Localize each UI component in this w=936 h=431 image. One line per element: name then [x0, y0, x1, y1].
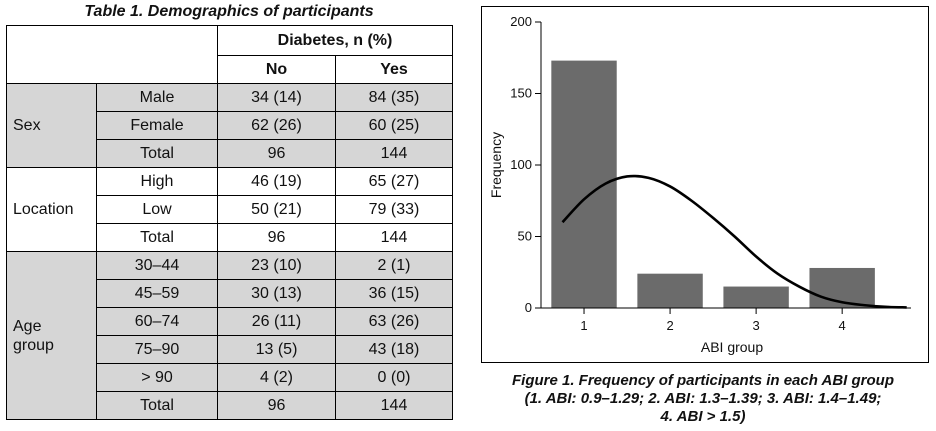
yes-header: Yes: [335, 55, 453, 84]
x-tick-label: 4: [839, 318, 846, 333]
demographics-table: Diabetes, n (%) No Yes Sex Male 34 (14) …: [6, 25, 453, 420]
y-tick-label: 200: [510, 14, 532, 29]
bar-2: [637, 273, 703, 308]
cell-no: 96: [217, 139, 336, 168]
cell-no: 23 (10): [217, 251, 336, 280]
table-row: Female 62 (26) 60 (25): [7, 111, 453, 140]
cell-yes: 36 (15): [335, 279, 453, 308]
row-label: Male: [96, 83, 218, 112]
cell-yes: 2 (1): [335, 251, 453, 280]
figure-frame: [481, 6, 929, 363]
cell-yes: 144: [335, 139, 453, 168]
y-tick-label: 50: [518, 229, 532, 244]
table-row: Location High 46 (19) 65 (27): [6, 167, 453, 252]
figure-caption: Figure 1. Frequency of participants in e…: [470, 372, 936, 426]
figure-caption-line2: (1. ABI: 0.9–1.29; 2. ABI: 1.3–1.39; 3. …: [524, 390, 882, 407]
row-label: 30–44: [96, 251, 218, 280]
cell-no: 62 (26): [217, 111, 336, 140]
figure-caption-line3: 4. ABI > 1.5): [660, 408, 746, 425]
group-label-age-line1: Age: [13, 317, 42, 335]
cell-yes: 144: [335, 223, 453, 252]
no-header: No: [217, 55, 336, 84]
group-label-age: Age group: [6, 251, 97, 420]
cell-yes: 65 (27): [335, 167, 453, 196]
row-label: Total: [96, 391, 218, 420]
table-row: > 90 4 (2) 0 (0): [7, 363, 453, 392]
cell-no: 34 (14): [217, 83, 336, 112]
cell-no: 96: [217, 391, 336, 420]
row-label: 60–74: [96, 307, 218, 336]
normal-curve: [561, 174, 907, 309]
abi-frequency-chart: 0 50 100 150 200 1 2 3 4 ABI group Frequency: [488, 14, 911, 355]
table-title: Table 1. Demographics of participants: [84, 3, 374, 20]
cell-yes: 84 (35): [335, 83, 453, 112]
cell-no: 96: [217, 223, 336, 252]
cell-no: 13 (5): [217, 335, 336, 364]
table-row: 45–59 30 (13) 36 (15): [7, 279, 453, 308]
table-row: Age group 30–44 23 (10) 2 (1): [6, 251, 453, 420]
table-corner-cell: [6, 25, 218, 84]
x-tick-label: 2: [666, 318, 673, 333]
figure-caption-line1: Figure 1. Frequency of participants in e…: [511, 372, 894, 389]
cell-yes: 63 (26): [335, 307, 453, 336]
group-label-sex: Sex: [6, 83, 97, 168]
x-axis-label: ABI group: [701, 339, 763, 355]
cell-no: 30 (13): [217, 279, 336, 308]
row-label: 75–90: [96, 335, 218, 364]
curve-layer: [561, 174, 907, 309]
table-row: Total 96 144: [7, 391, 453, 420]
row-label: Total: [96, 139, 218, 168]
cell-yes: 0 (0): [335, 363, 453, 392]
cell-yes: 43 (18): [335, 335, 453, 364]
table-row: Sex Male 34 (14) 84 (35): [6, 83, 453, 168]
group-label-age-line2: group: [13, 336, 54, 354]
table-row: Total 96 144: [7, 223, 453, 252]
y-axis-label: Frequency: [488, 132, 504, 198]
row-label: High: [96, 167, 218, 196]
row-label: Female: [96, 111, 218, 140]
axes-layer: 0 50 100 150 200 1 2 3 4 ABI group Frequency: [488, 14, 911, 355]
cell-no: 50 (21): [217, 195, 336, 224]
row-label: > 90: [96, 363, 218, 392]
table-row: Total 96 144: [7, 139, 453, 168]
group-label-location: Location: [6, 167, 97, 252]
x-tick-label: 3: [752, 318, 759, 333]
cell-no: 4 (2): [217, 363, 336, 392]
diabetes-header: Diabetes, n (%): [217, 25, 453, 56]
table-row: 75–90 13 (5) 43 (18): [7, 335, 453, 364]
cell-yes: 60 (25): [335, 111, 453, 140]
y-tick-label: 100: [510, 157, 532, 172]
row-label: Total: [96, 223, 218, 252]
table-row: Low 50 (21) 79 (33): [7, 195, 453, 224]
cell-yes: 144: [335, 391, 453, 420]
bars-layer: [551, 60, 875, 308]
cell-no: 46 (19): [217, 167, 336, 196]
row-label: Low: [96, 195, 218, 224]
y-tick-label: 0: [525, 300, 532, 315]
x-tick-label: 1: [580, 318, 587, 333]
cell-no: 26 (11): [217, 307, 336, 336]
bar-3: [723, 286, 789, 308]
row-label: 45–59: [96, 279, 218, 308]
y-tick-label: 150: [510, 86, 532, 101]
cell-yes: 79 (33): [335, 195, 453, 224]
